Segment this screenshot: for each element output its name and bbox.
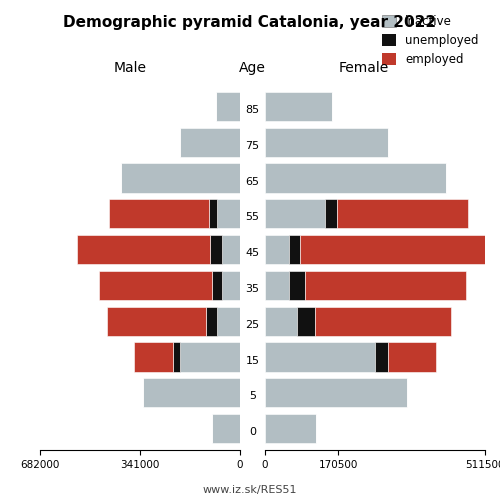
Bar bbox=[134, 342, 172, 372]
Bar bbox=[222, 270, 240, 300]
Bar bbox=[265, 270, 288, 300]
Bar bbox=[172, 342, 180, 372]
Bar bbox=[265, 92, 332, 121]
Bar bbox=[265, 199, 325, 228]
Text: 35: 35 bbox=[246, 284, 260, 294]
Legend: inactive, unemployed, employed: inactive, unemployed, employed bbox=[377, 10, 484, 71]
Bar bbox=[143, 378, 240, 408]
Bar bbox=[212, 270, 222, 300]
Text: 0: 0 bbox=[249, 427, 256, 437]
Bar bbox=[180, 342, 240, 372]
Bar bbox=[265, 164, 446, 192]
Bar bbox=[212, 414, 240, 443]
Bar bbox=[316, 306, 451, 336]
Text: Female: Female bbox=[339, 61, 389, 75]
Text: 75: 75 bbox=[246, 141, 260, 151]
Text: Demographic pyramid Catalonia, year 2022: Demographic pyramid Catalonia, year 2022 bbox=[64, 15, 436, 30]
Bar bbox=[206, 306, 216, 336]
Bar bbox=[300, 235, 496, 264]
Text: 55: 55 bbox=[246, 212, 260, 222]
Bar bbox=[388, 342, 436, 372]
Bar bbox=[106, 306, 206, 336]
Bar bbox=[99, 270, 212, 300]
Bar bbox=[337, 199, 468, 228]
Bar bbox=[180, 128, 240, 157]
Bar bbox=[121, 164, 240, 192]
Bar bbox=[265, 128, 388, 157]
Bar bbox=[325, 199, 337, 228]
Bar bbox=[288, 235, 300, 264]
Bar bbox=[216, 199, 240, 228]
Bar bbox=[222, 235, 240, 264]
Bar bbox=[265, 414, 316, 443]
Bar bbox=[265, 306, 298, 336]
Text: 45: 45 bbox=[246, 248, 260, 258]
Bar bbox=[298, 306, 316, 336]
Text: 5: 5 bbox=[249, 392, 256, 402]
Text: Male: Male bbox=[114, 61, 146, 75]
Bar bbox=[216, 306, 240, 336]
Bar bbox=[109, 199, 208, 228]
Bar bbox=[304, 270, 466, 300]
Bar bbox=[374, 342, 388, 372]
Text: 25: 25 bbox=[246, 320, 260, 330]
Text: www.iz.sk/RES51: www.iz.sk/RES51 bbox=[203, 485, 297, 495]
Bar bbox=[265, 235, 288, 264]
Bar bbox=[208, 199, 216, 228]
Bar bbox=[216, 92, 240, 121]
Text: 65: 65 bbox=[246, 176, 260, 186]
Text: 15: 15 bbox=[246, 356, 260, 366]
Bar bbox=[288, 270, 304, 300]
Bar bbox=[265, 342, 374, 372]
Text: 85: 85 bbox=[246, 105, 260, 115]
Text: Age: Age bbox=[239, 61, 266, 75]
Bar bbox=[265, 378, 407, 408]
Bar bbox=[210, 235, 222, 264]
Bar bbox=[76, 235, 210, 264]
